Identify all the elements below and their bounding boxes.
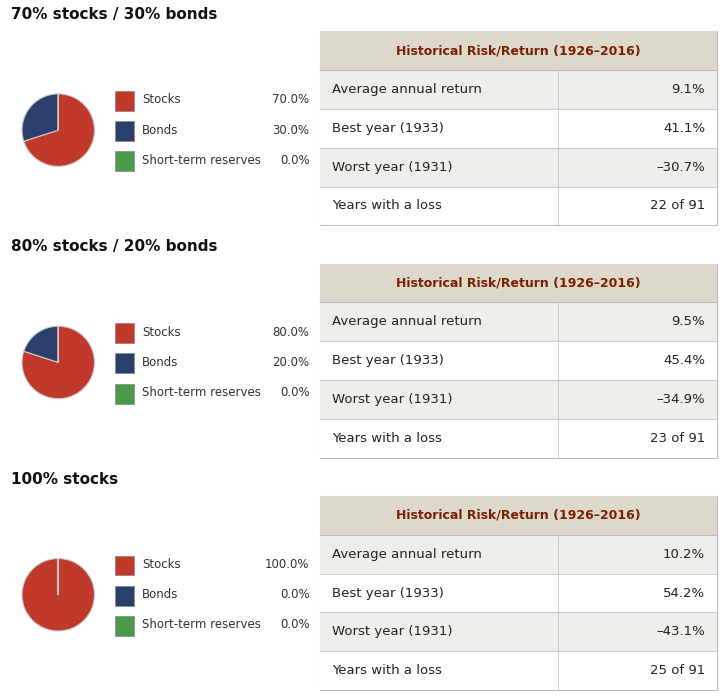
Text: Short-term reserves: Short-term reserves	[143, 154, 261, 167]
Text: Years with a loss: Years with a loss	[332, 199, 442, 213]
Bar	[320, 187, 717, 225]
Text: Historical Risk/Return (1926–2016): Historical Risk/Return (1926–2016)	[396, 45, 641, 57]
Bar	[320, 263, 717, 302]
Text: 80% stocks / 20% bonds: 80% stocks / 20% bonds	[11, 239, 218, 254]
Text: 9.5%: 9.5%	[671, 316, 705, 328]
Text: 45.4%: 45.4%	[663, 354, 705, 367]
Bar	[320, 613, 717, 651]
Bar	[320, 496, 717, 535]
Text: 41.1%: 41.1%	[663, 122, 705, 135]
Text: Historical Risk/Return (1926–2016): Historical Risk/Return (1926–2016)	[396, 277, 641, 289]
Text: 9.1%: 9.1%	[671, 83, 705, 96]
Bar	[320, 651, 717, 690]
Text: Bonds: Bonds	[143, 588, 178, 602]
Wedge shape	[24, 326, 58, 362]
Bar	[320, 302, 717, 342]
Text: Stocks: Stocks	[143, 558, 181, 571]
Wedge shape	[22, 326, 95, 399]
Text: 70.0%: 70.0%	[272, 93, 309, 107]
Bar	[115, 585, 135, 606]
Text: 80.0%: 80.0%	[272, 325, 309, 339]
Bar	[320, 342, 717, 380]
Bar	[320, 419, 717, 458]
Text: 30.0%: 30.0%	[272, 123, 309, 137]
Text: 20.0%: 20.0%	[272, 356, 309, 369]
Bar	[320, 380, 717, 419]
Bar	[115, 121, 135, 141]
Text: Best year (1933): Best year (1933)	[332, 122, 444, 135]
Text: Stocks: Stocks	[143, 325, 181, 339]
Text: Average annual return: Average annual return	[332, 548, 482, 560]
Text: Bonds: Bonds	[143, 356, 178, 369]
Bar	[115, 151, 135, 171]
Text: 10.2%: 10.2%	[663, 548, 705, 560]
Text: Years with a loss: Years with a loss	[332, 432, 442, 445]
Text: 0.0%: 0.0%	[280, 618, 309, 631]
Text: 25 of 91: 25 of 91	[650, 664, 705, 677]
Text: Historical Risk/Return (1926–2016): Historical Risk/Return (1926–2016)	[396, 509, 641, 522]
Wedge shape	[22, 94, 58, 141]
Text: 100.0%: 100.0%	[265, 558, 309, 571]
Text: –34.9%: –34.9%	[657, 393, 705, 406]
Bar	[320, 70, 717, 109]
Bar	[115, 353, 135, 374]
Bar	[115, 556, 135, 576]
Text: 100% stocks: 100% stocks	[11, 472, 118, 487]
Text: 22 of 91: 22 of 91	[650, 199, 705, 213]
Text: Best year (1933): Best year (1933)	[332, 587, 444, 599]
Bar	[320, 148, 717, 187]
Wedge shape	[22, 558, 95, 631]
Text: –30.7%: –30.7%	[657, 161, 705, 174]
Text: Best year (1933): Best year (1933)	[332, 354, 444, 367]
Text: 0.0%: 0.0%	[280, 588, 309, 602]
Bar	[320, 574, 717, 613]
Text: Worst year (1931): Worst year (1931)	[332, 161, 453, 174]
Text: Bonds: Bonds	[143, 123, 178, 137]
Text: 54.2%: 54.2%	[663, 587, 705, 599]
Text: Stocks: Stocks	[143, 93, 181, 107]
Text: –43.1%: –43.1%	[657, 625, 705, 638]
Bar	[320, 31, 717, 70]
Bar	[115, 616, 135, 636]
Text: Worst year (1931): Worst year (1931)	[332, 625, 453, 638]
Text: Short-term reserves: Short-term reserves	[143, 386, 261, 399]
Bar	[115, 91, 135, 111]
Text: 0.0%: 0.0%	[280, 386, 309, 399]
Text: 23 of 91: 23 of 91	[650, 432, 705, 445]
Bar	[115, 323, 135, 343]
Wedge shape	[24, 94, 95, 167]
Text: Short-term reserves: Short-term reserves	[143, 618, 261, 631]
Text: Average annual return: Average annual return	[332, 316, 482, 328]
Text: Worst year (1931): Worst year (1931)	[332, 393, 453, 406]
Bar	[320, 109, 717, 148]
Text: 0.0%: 0.0%	[280, 154, 309, 167]
Bar	[320, 535, 717, 574]
Text: Average annual return: Average annual return	[332, 83, 482, 96]
Text: 70% stocks / 30% bonds: 70% stocks / 30% bonds	[11, 7, 217, 22]
Text: Years with a loss: Years with a loss	[332, 664, 442, 677]
Bar	[115, 383, 135, 404]
